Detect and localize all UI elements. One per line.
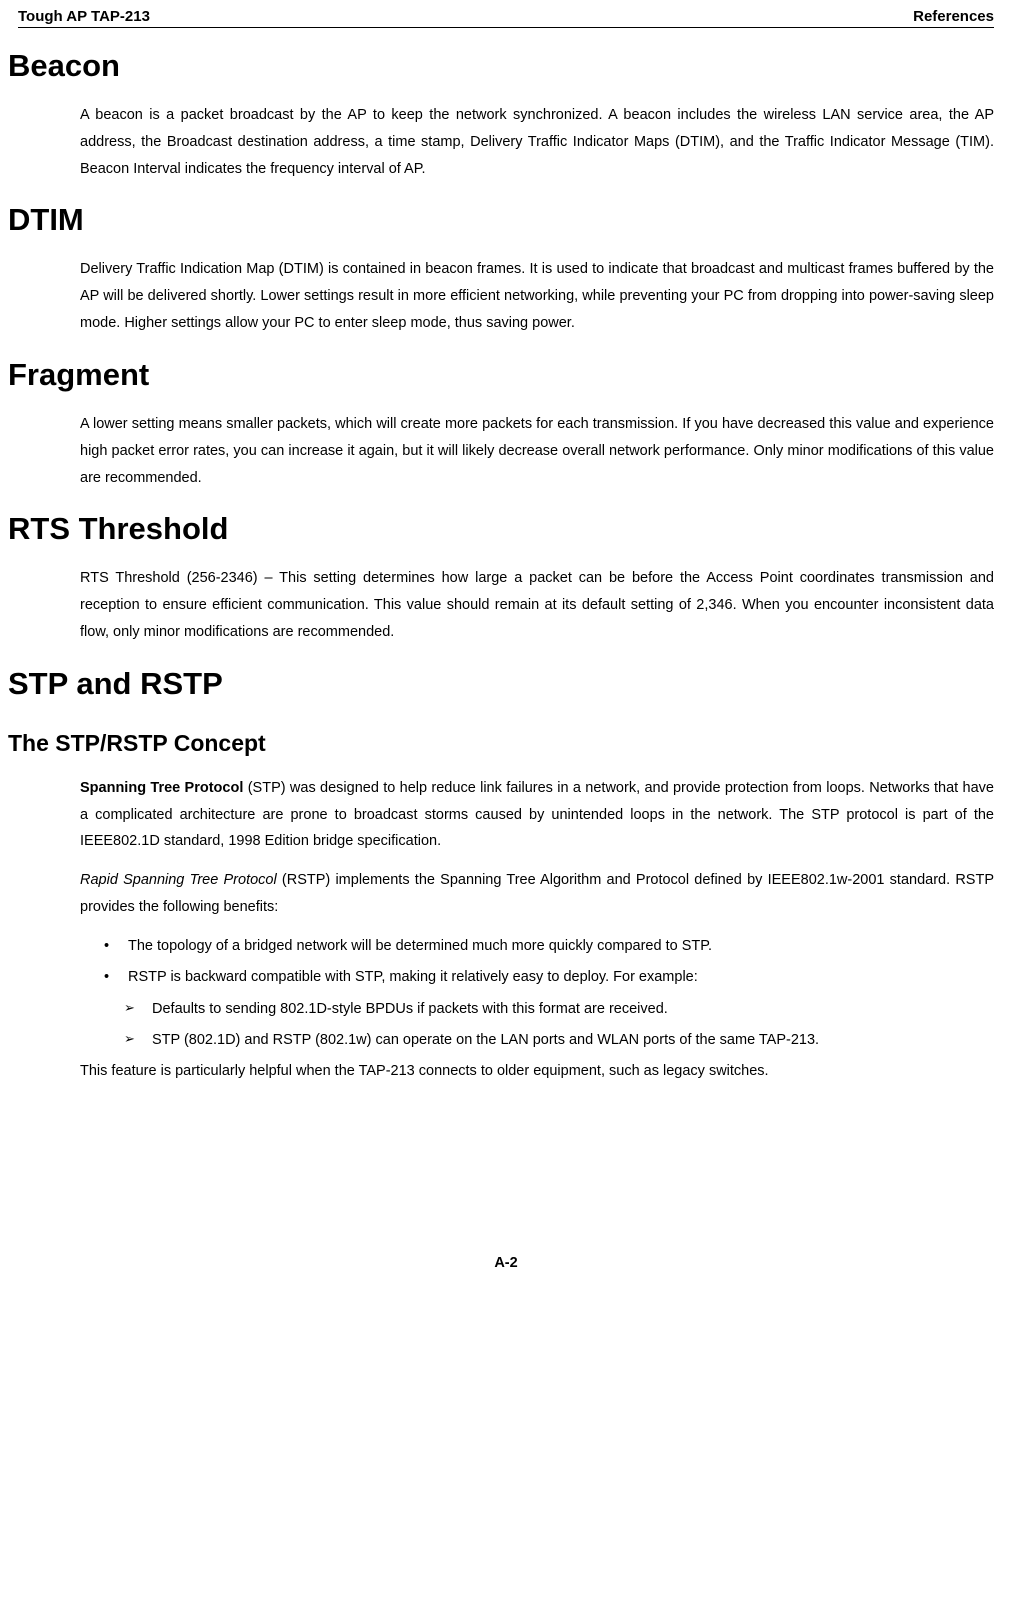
dtim-paragraph: Delivery Traffic Indication Map (DTIM) i… bbox=[80, 256, 994, 336]
header-right: References bbox=[913, 8, 994, 25]
rts-paragraph: RTS Threshold (256-2346) – This setting … bbox=[80, 565, 994, 645]
section-title-beacon: Beacon bbox=[8, 48, 994, 84]
subsection-title-stp-concept: The STP/RSTP Concept bbox=[8, 730, 994, 757]
stp-paragraph: Spanning Tree Protocol (STP) was designe… bbox=[80, 775, 994, 855]
rstp-paragraph: Rapid Spanning Tree Protocol (RSTP) impl… bbox=[80, 867, 994, 921]
list-item: RSTP is backward compatible with STP, ma… bbox=[100, 964, 994, 991]
list-item: Defaults to sending 802.1D-style BPDUs i… bbox=[122, 996, 994, 1023]
section-title-rts: RTS Threshold bbox=[8, 511, 994, 547]
rstp-benefits-list: The topology of a bridged network will b… bbox=[100, 933, 994, 991]
list-item: STP (802.1D) and RSTP (802.1w) can opera… bbox=[122, 1027, 994, 1054]
rstp-examples-list: Defaults to sending 802.1D-style BPDUs i… bbox=[122, 996, 994, 1054]
stp-bold-term: Spanning Tree Protocol bbox=[80, 780, 243, 796]
header-left: Tough AP TAP-213 bbox=[18, 8, 150, 25]
beacon-paragraph: A beacon is a packet broadcast by the AP… bbox=[80, 102, 994, 182]
rstp-italic-term: Rapid Spanning Tree Protocol bbox=[80, 872, 277, 888]
section-title-dtim: DTIM bbox=[8, 202, 994, 238]
section-title-fragment: Fragment bbox=[8, 357, 994, 393]
stp-closing-paragraph: This feature is particularly helpful whe… bbox=[80, 1058, 994, 1085]
page-number: A-2 bbox=[18, 1255, 994, 1271]
fragment-paragraph: A lower setting means smaller packets, w… bbox=[80, 411, 994, 491]
page-header: Tough AP TAP-213 References bbox=[18, 8, 994, 28]
list-item: The topology of a bridged network will b… bbox=[100, 933, 994, 960]
section-title-stp: STP and RSTP bbox=[8, 666, 994, 702]
